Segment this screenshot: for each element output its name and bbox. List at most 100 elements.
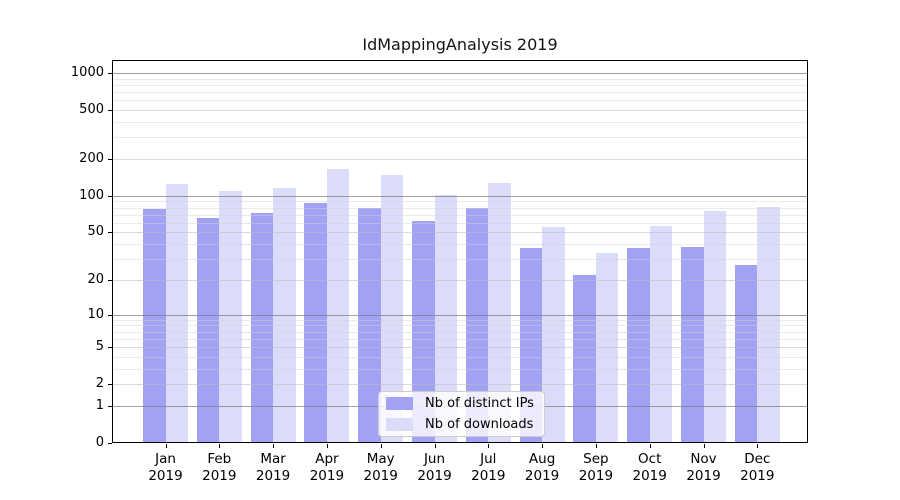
x-tick-label-apr: Apr 2019 — [299, 451, 355, 485]
x-tick-year-may: 2019 — [363, 468, 398, 484]
bar-downloads-oct — [649, 225, 673, 443]
y-tick-10 — [108, 314, 112, 316]
bar-downloads-apr — [326, 169, 350, 443]
y-tick-20 — [108, 279, 112, 281]
y-tick-label-200: 200 — [79, 151, 104, 166]
bar-ips-oct — [627, 248, 650, 443]
gridline-minor-900 — [112, 78, 808, 80]
x-tick-year-sep: 2019 — [578, 468, 614, 484]
bar-ips-may — [358, 207, 381, 443]
y-tick-label-0: 0 — [95, 435, 104, 450]
legend-label-distinct-ips: Nb of distinct IPs — [425, 396, 534, 411]
gridline-minor-40 — [112, 244, 808, 246]
x-tick-mar — [273, 444, 275, 448]
bar-downloads-nov — [703, 211, 726, 443]
bar-downloads-dec — [757, 207, 780, 443]
legend-label-downloads: Nb of downloads — [425, 417, 534, 432]
y-tick-label-500: 500 — [79, 102, 104, 118]
x-tick-year-jul: 2019 — [471, 468, 506, 484]
bar-downloads-jun — [434, 195, 457, 443]
x-tick-label-nov: Nov 2019 — [676, 451, 732, 485]
gridline-minor-700 — [112, 92, 808, 94]
x-tick-year-oct: 2019 — [632, 468, 667, 484]
chart-title: IdMappingAnalysis 2019 — [362, 35, 558, 54]
y-tick-500 — [108, 110, 112, 112]
bar-ips-sep — [573, 275, 596, 443]
bar-downloads-may — [380, 175, 404, 443]
gridline-minor-70 — [112, 214, 808, 216]
gridline-1000 — [112, 73, 808, 74]
gridline-minor-80 — [112, 207, 808, 209]
gridline-minor-9 — [112, 319, 808, 321]
bar-ips-nov — [681, 246, 704, 443]
x-tick-year-apr: 2019 — [309, 468, 345, 484]
x-tick-label-jun: Jun 2019 — [407, 451, 463, 485]
gridline-minor-300 — [112, 137, 808, 139]
gridline-minor-3 — [112, 368, 808, 370]
gridline-minor-6 — [112, 338, 808, 340]
x-tick-dec — [757, 444, 759, 448]
y-tick-label-20: 20 — [87, 271, 104, 287]
gridline-2 — [112, 384, 808, 386]
gridline-minor-4 — [112, 356, 808, 358]
gridline-50 — [112, 232, 808, 234]
x-tick-year-feb: 2019 — [202, 468, 237, 484]
x-tick-may — [380, 444, 382, 448]
x-tick-year-nov: 2019 — [686, 468, 721, 484]
legend-item-downloads: Nb of downloads — [386, 417, 544, 432]
y-tick-5 — [108, 347, 112, 348]
x-tick-jan — [165, 444, 167, 448]
bar-ips-jun — [412, 221, 435, 443]
y-tick-label-10: 10 — [87, 306, 104, 322]
x-tick-apr — [326, 444, 328, 448]
bar-ips-dec — [734, 264, 758, 443]
x-tick-label-feb: Feb 2019 — [191, 451, 247, 485]
gridline-minor-7 — [112, 331, 808, 333]
gridline-minor-30 — [112, 259, 808, 261]
gridline-20 — [112, 279, 808, 281]
gridline-minor-600 — [112, 100, 808, 102]
x-tick-label-jan: Jan 2019 — [138, 451, 194, 485]
legend-swatch-downloads — [386, 418, 413, 431]
y-tick-1 — [108, 405, 112, 407]
bar-ips-apr — [304, 203, 327, 443]
gridline-5 — [112, 347, 808, 348]
bar-downloads-jan — [165, 184, 188, 443]
bar-ips-mar — [250, 212, 274, 443]
y-tick-1000 — [108, 73, 112, 74]
x-tick-aug — [542, 444, 544, 448]
y-tick-label-100: 100 — [79, 187, 104, 203]
gridline-500 — [112, 110, 808, 112]
bar-downloads-mar — [273, 188, 296, 443]
x-tick-jun — [434, 444, 436, 448]
x-tick-label-dec: Dec 2019 — [729, 451, 785, 485]
x-tick-jul — [488, 444, 490, 448]
x-tick-year-mar: 2019 — [255, 468, 291, 484]
bar-downloads-jul — [488, 183, 511, 443]
y-tick-label-5: 5 — [95, 339, 104, 354]
y-tick-0 — [108, 443, 112, 444]
y-tick-label-1: 1 — [95, 397, 104, 413]
legend-item-distinct-ips: Nb of distinct IPs — [386, 396, 544, 411]
y-tick-label-2: 2 — [95, 376, 104, 392]
y-tick-100 — [108, 195, 112, 197]
x-tick-year-aug: 2019 — [524, 468, 560, 484]
legend-swatch-distinct-ips — [386, 397, 413, 410]
gridline-minor-800 — [112, 84, 808, 86]
bar-downloads-feb — [219, 190, 242, 443]
x-tick-label-sep: Sep 2019 — [568, 451, 624, 485]
gridline-10 — [112, 314, 808, 316]
x-tick-sep — [595, 444, 597, 448]
y-tick-label-1000: 1000 — [70, 65, 104, 80]
gridline-minor-400 — [112, 122, 808, 123]
y-tick-label-50: 50 — [87, 224, 104, 240]
x-tick-oct — [649, 444, 651, 448]
y-tick-50 — [108, 232, 112, 234]
gridline-minor-90 — [112, 201, 808, 203]
x-tick-label-jul: Jul 2019 — [460, 451, 516, 485]
bar-downloads-aug — [542, 227, 565, 443]
y-tick-200 — [108, 159, 112, 160]
x-tick-year-jan: 2019 — [148, 468, 183, 484]
y-tick-2 — [108, 384, 112, 386]
